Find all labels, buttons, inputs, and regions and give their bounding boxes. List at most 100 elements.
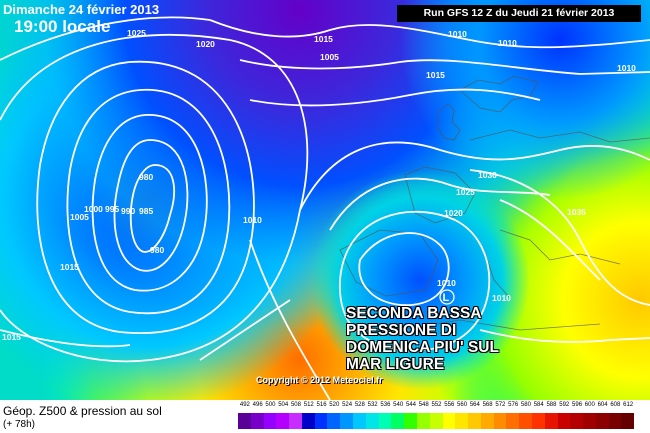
isobar-label: 980 xyxy=(139,172,153,182)
isobar-label: 1000 xyxy=(84,204,103,214)
color-scale-swatch xyxy=(365,413,379,429)
color-scale-label: 596 xyxy=(572,402,583,408)
color-scale-label: 516 xyxy=(316,402,327,408)
color-scale-swatches xyxy=(238,413,635,429)
color-scale-label: 560 xyxy=(457,402,468,408)
color-scale-swatch xyxy=(442,413,456,429)
isobar-label: 985 xyxy=(139,206,153,216)
color-scale-label: 556 xyxy=(444,402,455,408)
color-scale-swatch xyxy=(583,413,596,429)
isobar-label: 1010 xyxy=(617,63,636,73)
low-marker-ring xyxy=(439,289,455,305)
color-scale-label: 604 xyxy=(597,402,608,408)
color-scale-swatch xyxy=(506,413,520,429)
isobar-label: 1015 xyxy=(426,70,445,80)
color-scale-label: 524 xyxy=(342,402,353,408)
color-scale-swatch xyxy=(263,413,277,429)
isobar-label: 980 xyxy=(150,245,164,255)
isobar-label: 1025 xyxy=(127,28,146,38)
color-scale-swatch xyxy=(621,413,635,429)
color-scale-swatch xyxy=(519,413,532,429)
color-scale-labels: 492 496 500 504 508 512 516 520 524 528 532 536 540 5… xyxy=(238,402,634,412)
color-scale-label: 512 xyxy=(303,402,314,408)
isobar-label: 1020 xyxy=(196,39,215,49)
color-scale-swatch xyxy=(353,413,366,429)
color-scale-swatch xyxy=(570,413,584,429)
color-scale-label: 580 xyxy=(520,402,531,408)
isobar-label: 1010 xyxy=(492,293,511,303)
copyright-notice: Copyright © 2012 Meteociel.fr xyxy=(256,375,383,385)
legend-forecast-hour: (+ 78h) xyxy=(3,419,35,430)
isobar-label: 1030 xyxy=(478,170,497,180)
isobar-label: 1025 xyxy=(456,187,475,197)
isobar-label: 1035 xyxy=(567,207,586,217)
color-scale-label: 592 xyxy=(559,402,570,408)
color-scale-label: 536 xyxy=(380,402,391,408)
color-scale-label: 492 xyxy=(239,402,250,408)
isobar-values: 1025 1020 1015 1005 1010 1010 1015 1010 … xyxy=(2,28,636,342)
color-scale-label: 500 xyxy=(265,402,276,408)
annotation-line: SECONDA BASSA xyxy=(346,305,482,322)
color-scale-swatch xyxy=(455,413,469,429)
legend-title: Géop. Z500 & pression au sol xyxy=(3,404,162,418)
color-scale-label: 532 xyxy=(367,402,378,408)
color-scale-swatch xyxy=(314,413,328,429)
color-scale-swatch xyxy=(340,413,354,429)
annotation-line: PRESSIONE DI xyxy=(346,322,457,339)
color-scale-label: 588 xyxy=(546,402,557,408)
color-scale-swatch xyxy=(416,413,430,429)
color-scale-label: 544 xyxy=(405,402,416,408)
isobar-label: 1015 xyxy=(60,262,79,272)
color-scale-label: 564 xyxy=(469,402,480,408)
color-scale-label: 520 xyxy=(329,402,340,408)
isobar-label: 1010 xyxy=(498,38,517,48)
isobar-label: 1010 xyxy=(243,215,262,225)
legend-bar: Géop. Z500 & pression au sol (+ 78h) 492… xyxy=(0,400,650,433)
color-scale-label: 508 xyxy=(290,402,301,408)
color-scale-swatch xyxy=(429,413,443,429)
color-scale-swatch xyxy=(468,413,481,429)
low-pressure-marker: L 1010 xyxy=(437,278,456,305)
forecast-date: Dimanche 24 février 2013 xyxy=(3,2,160,17)
isobar-label: 1010 xyxy=(448,29,467,39)
weather-map: 1025 1020 1015 1005 1010 1010 1015 1010 … xyxy=(0,0,650,400)
color-scale-swatch xyxy=(595,413,609,429)
color-scale-label: 568 xyxy=(482,402,493,408)
color-scale-label: 584 xyxy=(533,402,544,408)
isobar-lines xyxy=(0,16,650,400)
color-scale-swatch xyxy=(378,413,392,429)
color-scale-label: 600 xyxy=(584,402,595,408)
isobar-label: 1005 xyxy=(70,212,89,222)
color-scale-swatch xyxy=(250,413,264,429)
low-marker-value: 1010 xyxy=(437,278,456,288)
color-scale-label: 572 xyxy=(495,402,506,408)
color-scale: 492 496 500 504 508 512 516 520 524 528 532 536 540 5… xyxy=(238,402,635,430)
color-scale-label: 608 xyxy=(610,402,621,408)
geopotential-field: 1025 1020 1015 1005 1010 1010 1015 1010 … xyxy=(0,0,650,400)
annotation-line: DOMENICA PIU' SUL xyxy=(346,339,499,356)
color-scale-swatch xyxy=(544,413,558,429)
color-scale-swatch xyxy=(404,413,417,429)
isobar-label: 1020 xyxy=(444,208,463,218)
color-scale-label: 548 xyxy=(418,402,429,408)
color-scale-swatch xyxy=(608,413,622,429)
model-run-banner: Run GFS 12 Z du Jeudi 21 février 2013 xyxy=(397,5,641,22)
isobar-label: 995 xyxy=(105,204,119,214)
forecast-time: 19:00 locale xyxy=(14,17,111,36)
color-scale-swatch xyxy=(301,413,315,429)
annotation-line: MAR LIGURE xyxy=(346,356,445,373)
isobar-label: 1015 xyxy=(314,34,333,44)
color-scale-swatch xyxy=(531,413,545,429)
color-scale-swatch xyxy=(480,413,494,429)
color-scale-swatch xyxy=(276,413,290,429)
isobar-label: 1015 xyxy=(2,332,21,342)
color-scale-swatch xyxy=(327,413,341,429)
color-scale-label: 552 xyxy=(431,402,442,408)
color-scale-label: 496 xyxy=(252,402,263,408)
color-scale-label: 612 xyxy=(623,402,634,408)
color-scale-label: 528 xyxy=(354,402,365,408)
color-scale-label: 504 xyxy=(278,402,289,408)
low-marker-symbol: L xyxy=(443,292,450,304)
color-scale-swatch xyxy=(493,413,507,429)
color-scale-swatch xyxy=(238,413,251,429)
